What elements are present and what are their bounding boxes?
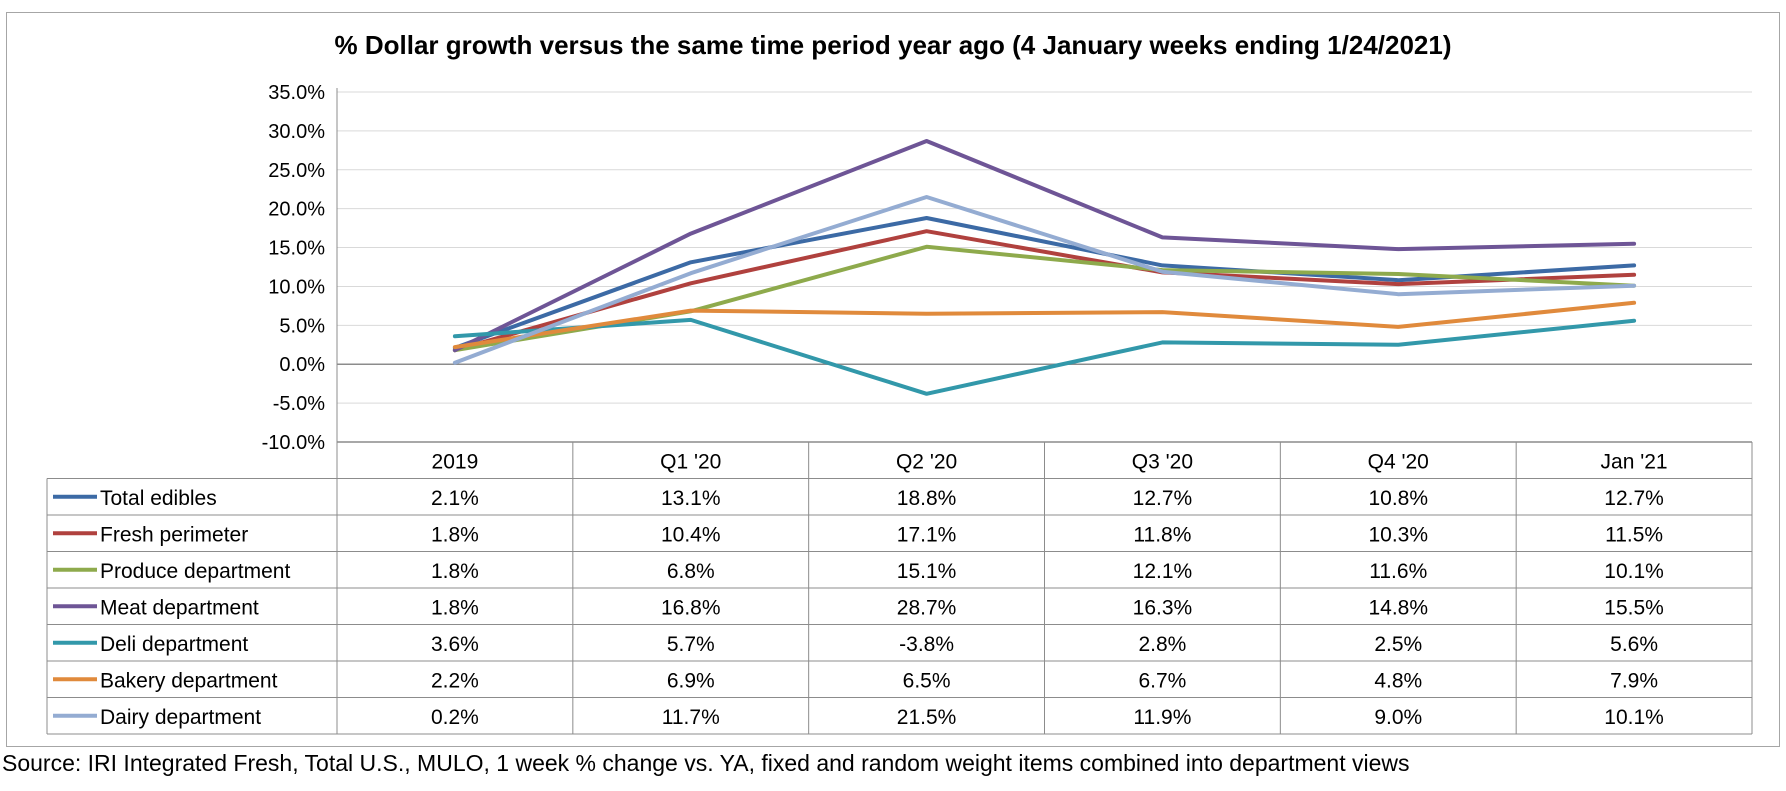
y-tick-label: 10.0% — [268, 276, 325, 298]
legend-entry: Produce department — [100, 560, 290, 583]
data-label: 10.1% — [1604, 560, 1664, 583]
data-label: 1.8% — [431, 596, 479, 619]
data-label: 10.3% — [1368, 523, 1428, 546]
data-label: 11.5% — [1605, 523, 1663, 546]
x-category-label: Jan '21 — [1601, 450, 1668, 473]
x-category-label: Q2 '20 — [896, 450, 957, 473]
y-tick-label: -5.0% — [273, 393, 325, 415]
data-label: 11.9% — [1133, 706, 1191, 729]
data-label: 5.6% — [1610, 633, 1658, 656]
data-label: 2.8% — [1138, 633, 1186, 656]
data-label: 11.6% — [1369, 560, 1427, 583]
data-label: 12.7% — [1133, 487, 1193, 510]
series-line — [452, 300, 1637, 350]
data-label: 17.1% — [897, 523, 957, 546]
data-label: 13.1% — [661, 487, 721, 510]
data-label: 7.9% — [1610, 669, 1658, 692]
data-label: 28.7% — [897, 596, 957, 619]
data-label: 15.5% — [1604, 596, 1664, 619]
data-label: 12.1% — [1133, 560, 1193, 583]
legend-entry: Total edibles — [100, 487, 217, 510]
chart-frame — [6, 12, 1780, 747]
data-label: 4.8% — [1374, 669, 1422, 692]
y-tick-label: 25.0% — [268, 160, 325, 182]
data-label: 6.9% — [667, 669, 715, 692]
x-category-label: Q1 '20 — [660, 450, 721, 473]
x-category-label: 2019 — [432, 450, 479, 473]
data-label: 1.8% — [431, 560, 479, 583]
data-label: 6.7% — [1138, 669, 1186, 692]
data-label: 9.0% — [1374, 706, 1422, 729]
x-category-label: Q3 '20 — [1132, 450, 1193, 473]
y-tick-label: 5.0% — [279, 315, 325, 337]
data-label: 12.7% — [1604, 487, 1664, 510]
data-label: 2.1% — [431, 487, 479, 510]
data-label: 16.8% — [661, 596, 721, 619]
y-tick-label: 30.0% — [268, 121, 325, 143]
series-line — [452, 195, 1637, 365]
series-line — [452, 229, 1637, 353]
legend-entry: Dairy department — [100, 706, 261, 729]
y-tick-label: 0.0% — [279, 354, 325, 376]
data-label: 2.2% — [431, 669, 479, 692]
data-label: 11.8% — [1133, 523, 1191, 546]
data-label: 1.8% — [431, 523, 479, 546]
data-label: 18.8% — [897, 487, 957, 510]
data-label: 2.5% — [1374, 633, 1422, 656]
chart-title: % Dollar growth versus the same time per… — [334, 30, 1452, 60]
data-label: -3.8% — [899, 633, 954, 656]
data-label: 6.8% — [667, 560, 715, 583]
data-label: 10.1% — [1604, 706, 1664, 729]
legend-entry: Fresh perimeter — [100, 523, 248, 546]
data-label: 15.1% — [897, 560, 957, 583]
legend-entry: Deli department — [100, 633, 248, 656]
data-label: 14.8% — [1368, 596, 1428, 619]
y-tick-label: 20.0% — [268, 199, 325, 221]
data-label: 10.4% — [661, 523, 721, 546]
legend-entry: Bakery department — [100, 669, 278, 692]
y-tick-label: -10.0% — [262, 432, 326, 454]
data-label: 3.6% — [431, 633, 479, 656]
data-label: 16.3% — [1133, 596, 1193, 619]
data-label: 0.2% — [431, 706, 479, 729]
data-label: 5.7% — [667, 633, 715, 656]
series-line — [452, 317, 1637, 396]
data-label: 10.8% — [1368, 487, 1428, 510]
data-label: 6.5% — [903, 669, 951, 692]
y-tick-label: 35.0% — [268, 82, 325, 104]
series-line — [452, 139, 1637, 353]
source-note: Source: IRI Integrated Fresh, Total U.S.… — [2, 750, 1410, 776]
legend-entry: Meat department — [100, 596, 259, 619]
data-label: 21.5% — [897, 706, 957, 729]
y-tick-label: 15.0% — [268, 238, 325, 260]
x-category-label: Q4 '20 — [1368, 450, 1429, 473]
data-label: 11.7% — [662, 706, 720, 729]
